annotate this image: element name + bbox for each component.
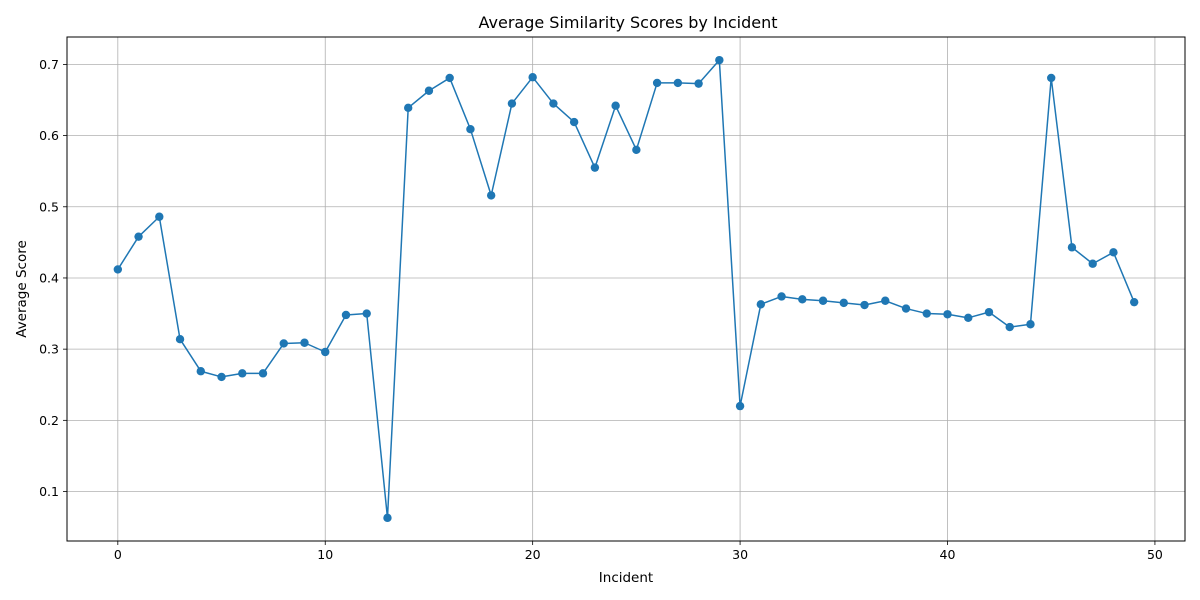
y-tick-label: 0.6 — [39, 128, 59, 143]
data-point-26 — [652, 78, 662, 88]
y-axis-label: Average Score — [14, 240, 30, 338]
data-point-39 — [922, 309, 931, 318]
data-point-7 — [258, 369, 268, 378]
data-point-41 — [964, 313, 973, 323]
data-point-28 — [694, 79, 703, 88]
x-axis-ticks: 0 10 20 30 40 50 — [114, 541, 1163, 562]
grid-lines — [67, 37, 1185, 541]
data-point-3 — [175, 334, 185, 344]
x-tick-label: 0 — [114, 547, 122, 562]
x-tick-label: 50 — [1147, 547, 1163, 562]
data-point-40 — [943, 310, 952, 319]
data-point-5 — [217, 372, 226, 382]
data-point-19 — [507, 99, 517, 108]
data-point-29 — [715, 55, 724, 65]
data-point-11 — [341, 310, 351, 320]
data-point-44 — [1026, 320, 1035, 329]
data-point-46 — [1067, 243, 1077, 252]
data-point-0 — [113, 265, 123, 274]
data-point-16 — [445, 73, 454, 83]
data-point-30 — [735, 401, 745, 411]
data-point-6 — [238, 369, 247, 378]
data-point-15 — [424, 86, 434, 95]
data-point-47 — [1088, 259, 1097, 268]
data-point-12 — [362, 309, 371, 318]
data-point-14 — [404, 103, 413, 113]
data-point-48 — [1109, 248, 1118, 257]
y-tick-label: 0.5 — [39, 199, 59, 214]
x-tick-label: 30 — [732, 547, 748, 562]
data-point-10 — [321, 347, 330, 357]
chart-title: Average Similarity Scores by Incident — [479, 13, 778, 32]
y-tick-label: 0.2 — [39, 413, 59, 428]
data-point-20 — [528, 73, 537, 82]
data-point-9 — [300, 338, 309, 347]
data-point-45 — [1047, 73, 1056, 83]
data-point-33 — [798, 295, 807, 304]
data-point-18 — [486, 191, 496, 200]
data-point-4 — [196, 367, 205, 376]
data-point-23 — [590, 163, 600, 172]
data-point-8 — [279, 339, 288, 348]
y-tick-label: 0.1 — [39, 484, 59, 499]
data-point-22 — [569, 117, 579, 127]
data-point-42 — [984, 307, 994, 317]
data-point-31 — [756, 300, 766, 309]
data-point-24 — [611, 101, 620, 110]
plot-frame — [66, 36, 1186, 542]
x-axis-label: Incident — [599, 570, 653, 586]
x-tick-label: 10 — [317, 547, 333, 562]
data-point-32 — [777, 292, 786, 301]
data-point-34 — [818, 296, 828, 305]
data-point-21 — [549, 99, 558, 108]
y-tick-label: 0.3 — [39, 342, 59, 357]
x-tick-label: 40 — [940, 547, 956, 562]
y-tick-label: 0.4 — [39, 270, 59, 285]
y-tick-label: 0.7 — [39, 57, 59, 72]
data-point-49 — [1129, 297, 1139, 307]
data-point-43 — [1005, 322, 1014, 332]
x-tick-label: 20 — [525, 547, 541, 562]
data-point-35 — [839, 298, 848, 308]
data-point-1 — [134, 232, 143, 241]
data-point-17 — [466, 124, 475, 134]
series-markers — [113, 55, 1139, 523]
data-point-37 — [881, 296, 890, 305]
data-point-2 — [155, 212, 164, 221]
data-point-13 — [383, 513, 392, 523]
data-point-27 — [673, 78, 683, 88]
data-point-38 — [901, 304, 911, 313]
data-point-36 — [860, 300, 869, 310]
y-axis-ticks: 0.1 0.2 0.3 0.4 0.5 0.6 0.7 — [39, 57, 67, 499]
data-point-25 — [632, 145, 641, 155]
